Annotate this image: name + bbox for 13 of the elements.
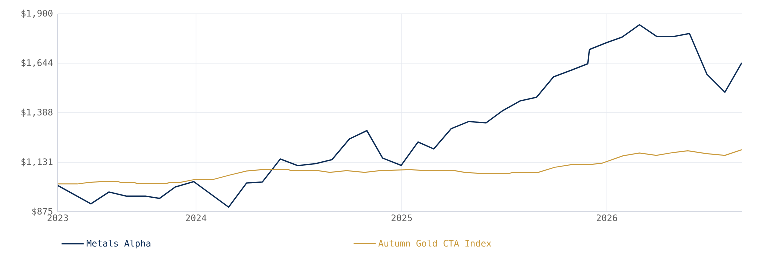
y-tick-label: $1,900 bbox=[22, 10, 53, 18]
line-series bbox=[58, 149, 742, 185]
line-series bbox=[58, 24, 742, 208]
x-tick-label: 2025 bbox=[392, 214, 412, 222]
x-tick-label: 2024 bbox=[186, 214, 207, 222]
x-tick-label: 2026 bbox=[596, 214, 618, 222]
legend-label: Autumn Gold CTA Index bbox=[378, 240, 492, 247]
legend-label: Metals Alpha bbox=[86, 240, 151, 249]
x-tick-label: 2023 bbox=[48, 214, 68, 222]
y-tick-label: $1,644 bbox=[22, 59, 53, 68]
y-tick-label: $1,131 bbox=[22, 158, 53, 167]
y-tick-label: $875 bbox=[32, 208, 53, 216]
y-tick-label: $1,388 bbox=[22, 108, 53, 117]
